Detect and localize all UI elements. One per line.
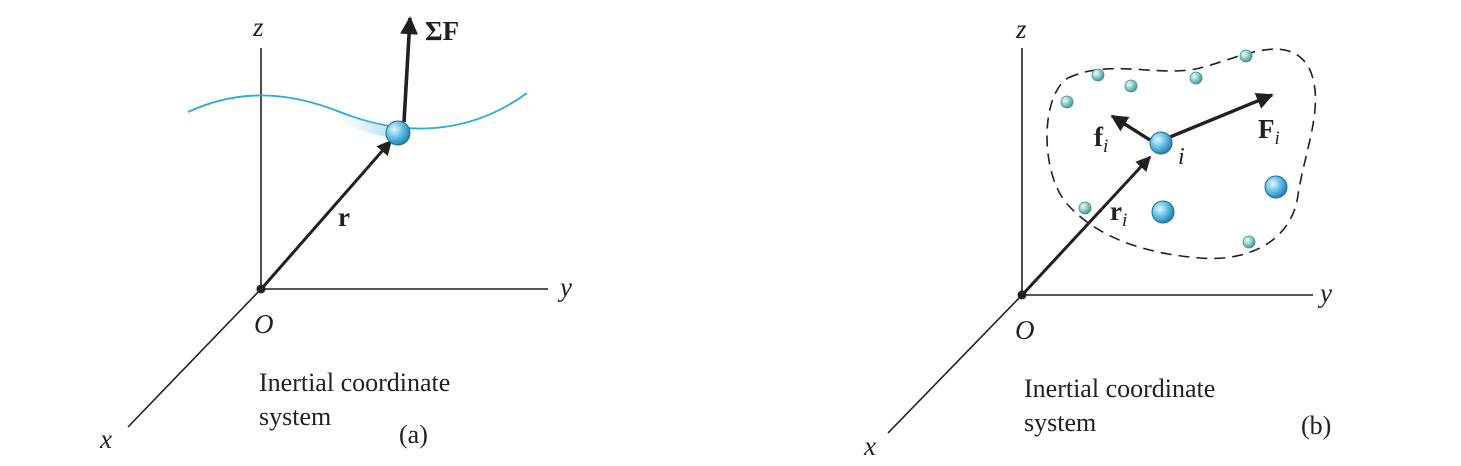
position-label-b: ri bbox=[1110, 196, 1127, 231]
y-label-b: y bbox=[1317, 278, 1332, 308]
motion-blur-a bbox=[335, 112, 398, 138]
external-force-vector-Fi bbox=[1169, 92, 1274, 139]
position-label-a: r bbox=[338, 202, 350, 232]
small-particle bbox=[1060, 95, 1074, 109]
small-particle bbox=[1124, 79, 1138, 93]
panel-b: z y x O fi Fi i ri Inertial coordinate s… bbox=[863, 14, 1332, 461]
x-label-b: x bbox=[863, 431, 876, 461]
particle-a bbox=[385, 120, 411, 146]
z-label-a: z bbox=[252, 12, 264, 42]
system-boundary bbox=[1046, 48, 1317, 260]
panel-tag-b: (b) bbox=[1301, 411, 1331, 440]
caption-line1-b: Inertial coordinate bbox=[1024, 374, 1215, 403]
particle-i-label: i bbox=[1178, 144, 1185, 170]
small-particle bbox=[1189, 71, 1203, 85]
z-label-b: z bbox=[1015, 14, 1027, 44]
position-subscript: i bbox=[1122, 210, 1127, 231]
y-label-a: y bbox=[557, 272, 572, 302]
internal-force-vector-fi bbox=[1110, 114, 1151, 142]
x-axis-b bbox=[887, 294, 1023, 434]
small-particle bbox=[1242, 235, 1256, 249]
small-particle bbox=[1091, 68, 1105, 82]
resultant-force-vector bbox=[400, 16, 419, 123]
particle-i bbox=[1149, 131, 1173, 155]
origin-point-b bbox=[1017, 290, 1027, 300]
large-particle bbox=[1151, 200, 1175, 224]
panel-tag-a: (a) bbox=[399, 420, 428, 449]
origin-label-b: O bbox=[1015, 315, 1035, 345]
caption-line2-b: system bbox=[1024, 408, 1096, 437]
external-force-subscript: i bbox=[1275, 128, 1280, 149]
x-axis-a bbox=[127, 288, 262, 428]
position-vector-r bbox=[261, 139, 393, 288]
position-vector-ri bbox=[1022, 155, 1152, 295]
internal-force-subscript: i bbox=[1103, 136, 1108, 157]
origin-label-a: O bbox=[254, 309, 274, 339]
caption-line1-a: Inertial coordinate bbox=[259, 368, 450, 397]
external-force-label: Fi bbox=[1258, 114, 1280, 149]
origin-point-a bbox=[256, 284, 266, 294]
internal-force-symbol: f bbox=[1094, 122, 1104, 152]
x-label-a: x bbox=[99, 424, 112, 454]
panel-a: z y x O ΣF r Inertial coordinate system … bbox=[99, 12, 572, 454]
large-particle bbox=[1264, 175, 1288, 199]
caption-line2-a: system bbox=[259, 402, 331, 431]
small-particle bbox=[1078, 201, 1092, 215]
external-force-symbol: F bbox=[1258, 114, 1275, 144]
position-symbol: r bbox=[1110, 196, 1122, 226]
internal-force-label: fi bbox=[1094, 122, 1108, 157]
small-particle bbox=[1239, 49, 1253, 63]
force-label-a: ΣF bbox=[425, 16, 459, 46]
particle-path-a bbox=[187, 92, 528, 130]
